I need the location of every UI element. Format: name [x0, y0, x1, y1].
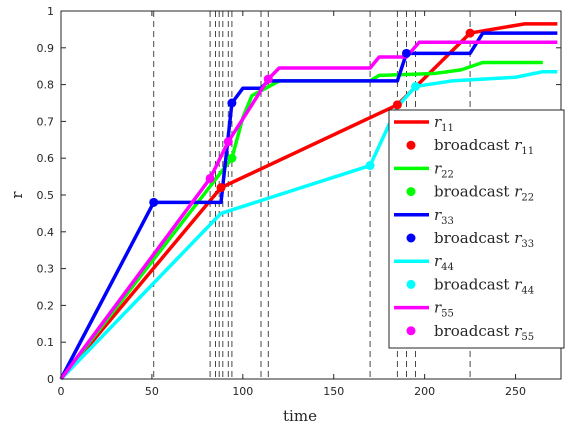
x-axis-label: time: [283, 407, 317, 425]
x-tick-label-250: 250: [505, 385, 526, 398]
legend-label-broadcast-r33: broadcast r33: [434, 229, 534, 250]
legend-label-broadcast-r11: broadcast r11: [434, 136, 534, 157]
legend-label-broadcast-r22: broadcast r22: [434, 183, 534, 204]
y-tick-label-0.5: 0.5: [37, 189, 55, 202]
marker-r11-1: [392, 100, 402, 110]
legend-label-broadcast-r55: broadcast r55: [434, 322, 534, 343]
y-tick-label-0.8: 0.8: [37, 79, 55, 92]
legend-marker-r11: [406, 140, 416, 150]
marker-r55-1: [223, 137, 233, 147]
marker-r11-0: [216, 183, 226, 193]
legend-marker-r44: [406, 279, 416, 289]
series-lines: [59, 22, 558, 381]
marker-r44-0: [365, 161, 375, 171]
legend-label-r22: r22: [434, 159, 454, 180]
y-tick-label-0.6: 0.6: [37, 152, 55, 165]
marker-r44-1: [411, 81, 421, 91]
legend-marker-r33: [406, 233, 416, 243]
x-tick-label-50: 50: [145, 385, 159, 398]
y-tick-label-0.7: 0.7: [37, 115, 55, 128]
x-tick-label-100: 100: [232, 385, 253, 398]
marker-r33-2: [401, 48, 411, 58]
y-tick-label-0.2: 0.2: [37, 299, 55, 312]
y-tick-label-0.4: 0.4: [37, 226, 55, 239]
y-tick-label-0.1: 0.1: [37, 336, 55, 349]
series-line-r55: [59, 40, 558, 381]
x-tick-label-0: 0: [58, 385, 65, 398]
legend-marker-r55: [406, 326, 416, 336]
series-line-r11: [59, 22, 558, 381]
marker-r22-0: [227, 153, 237, 163]
legend-label-broadcast-r44: broadcast r44: [434, 275, 534, 296]
y-axis-label: r: [8, 191, 26, 199]
y-tick-label-0.3: 0.3: [37, 263, 55, 276]
marker-r11-2: [465, 28, 475, 38]
x-tick-label-150: 150: [323, 385, 344, 398]
legend-label-r55: r55: [434, 299, 454, 320]
y-tick-label-0: 0: [47, 373, 54, 386]
y-tick-label-1: 1: [47, 5, 54, 18]
marker-r33-1: [227, 98, 237, 108]
legend-label-r33: r33: [434, 206, 454, 227]
legend-marker-r22: [406, 187, 416, 197]
x-tick-label-200: 200: [414, 385, 435, 398]
marker-r33-0: [149, 197, 159, 207]
legend-label-r44: r44: [434, 252, 454, 273]
marker-r55-2: [263, 74, 273, 84]
y-tick-label-0.9: 0.9: [37, 42, 55, 55]
broadcast-markers: [149, 28, 475, 207]
marker-r55-0: [205, 173, 215, 183]
legend-label-r11: r11: [434, 113, 454, 134]
